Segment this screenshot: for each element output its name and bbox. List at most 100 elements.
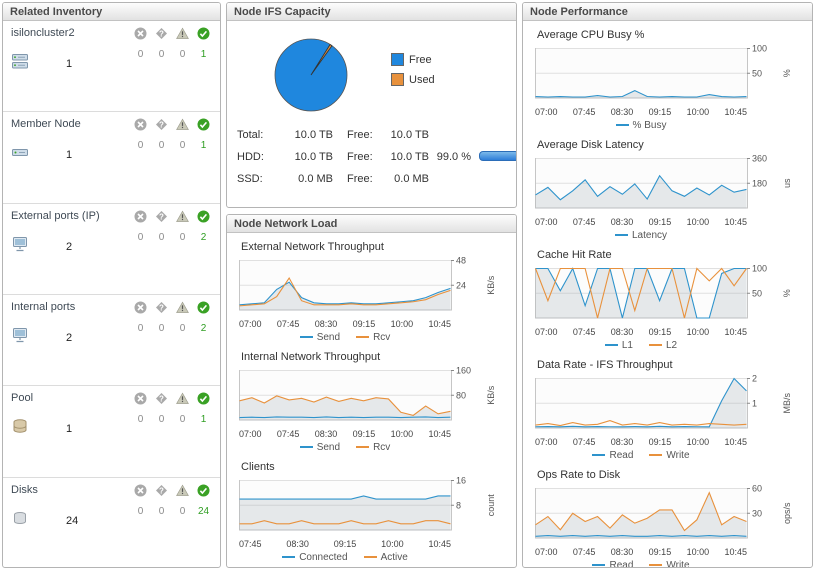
warning-status-icon <box>176 301 189 319</box>
legend-line-marker <box>614 234 628 237</box>
x-axis-label: 08:30 <box>610 107 634 117</box>
status-count: 0 <box>137 414 144 426</box>
series-line-Latency <box>535 174 747 201</box>
x-axis-label: 10:45 <box>724 437 747 447</box>
inventory-item-label[interactable]: Disks <box>11 483 38 496</box>
chart-legend: L1 L2 <box>535 340 747 351</box>
chart-canvas: 80 160 KB/s <box>239 366 496 421</box>
error-status-icon <box>134 484 147 502</box>
error-status-icon <box>134 210 147 228</box>
y-tick-label: 180 <box>752 178 767 188</box>
series-line-Write <box>535 491 747 532</box>
ops-rate-chart: 30 60 ops/s 07:00 07:45 08:30 09:15 10:00 10:45 R… <box>535 484 812 568</box>
cache-hit-rate-chart: 50 100% 07:00 07:45 08:30 09:15 10:00 10:45 L1 L2 <box>534 264 812 351</box>
y-tick-label: 100 <box>752 264 767 274</box>
inventory-device: 24 <box>11 510 78 532</box>
inventory-item-label[interactable]: Member Node <box>11 118 81 131</box>
inventory-row[interactable]: External ports (IP) 2 ? 0 0 0 2 <box>3 204 220 295</box>
x-axis-label: 10:00 <box>390 319 414 329</box>
unknown-status-icon: ? <box>155 301 168 319</box>
svg-text:?: ? <box>159 303 164 312</box>
free-value: 10.0 TB <box>390 129 429 141</box>
x-axis-label: 10:45 <box>724 107 747 117</box>
inventory-item-label[interactable]: isiloncluster2 <box>11 27 75 39</box>
legend-item: Rcv <box>356 332 390 343</box>
unit-label: % <box>782 289 792 297</box>
status-count: 0 <box>179 140 186 152</box>
svg-text:?: ? <box>159 395 164 404</box>
capacity-row-total: Total: 10.0 TB Free: 10.0 TB <box>227 124 516 146</box>
y-tick-label: 24 <box>456 280 466 290</box>
x-axis-label: 10:45 <box>724 327 747 337</box>
status-count: 0 <box>158 49 165 60</box>
free-label: Free: <box>347 173 373 185</box>
inventory-item-count[interactable]: 2 <box>66 240 73 253</box>
inventory-row-left: External ports (IP) 2 <box>11 210 100 292</box>
disk-icon <box>11 510 30 532</box>
inventory-item-count[interactable]: 24 <box>66 514 79 527</box>
inventory-item-label[interactable]: Internal ports <box>11 300 76 313</box>
disk-latency-chart: 180 360 us 07:00 07:45 08:30 09:15 10:00 10:45 La… <box>535 154 812 241</box>
x-axis-label: 10:00 <box>390 429 414 439</box>
x-axis-label: 10:00 <box>686 107 710 117</box>
x-axis-label: 10:00 <box>686 217 710 227</box>
panel-title: Related Inventory <box>3 3 220 21</box>
legend-item: Read <box>592 560 634 568</box>
status-count: 0 <box>137 140 144 152</box>
chart-block: Average CPU Busy % 50 100% 07:00 07:45 08:30… <box>535 29 812 131</box>
inventory-item-label[interactable]: Pool <box>11 392 34 405</box>
status-summary: ? 0 0 0 2 <box>130 210 214 292</box>
inventory-row[interactable]: Disks 24? 0 0 0 24 <box>3 478 220 567</box>
series-line-Read <box>535 377 747 428</box>
warning-status-icon <box>176 27 189 45</box>
legend-line-marker <box>363 556 377 559</box>
legend-label: L1 <box>621 340 633 351</box>
legend-label: Connected <box>299 552 348 563</box>
pool-icon <box>11 418 30 440</box>
legend-label: Read <box>609 560 634 568</box>
inventory-row[interactable]: Pool 1? 0 0 0 1 <box>3 386 220 478</box>
status-count: 0 <box>137 49 144 60</box>
status-count: 0 <box>179 414 186 426</box>
legend-label: Write <box>666 560 690 568</box>
series-line-Write <box>535 419 747 427</box>
legend-item: Send <box>299 442 340 453</box>
capacity-top: Free Used <box>227 21 516 124</box>
chart-title: External Network Throughput <box>241 241 384 253</box>
inventory-item-count[interactable]: 2 <box>66 331 73 344</box>
inventory-row-left: Disks 24 <box>11 484 78 566</box>
chart-legend: % Busy <box>535 120 747 131</box>
warning-status-icon <box>176 484 189 502</box>
performance-charts: Average CPU Busy % 50 100% 07:00 07:45 08:30… <box>523 29 812 568</box>
y-tick-label: 50 <box>752 68 762 78</box>
inventory-row[interactable]: Internal ports 2? 0 0 0 2 <box>3 295 220 387</box>
inventory-item-label[interactable]: External ports (IP) <box>11 209 100 222</box>
inventory-device: 2 <box>11 327 75 349</box>
x-axis-labels: 07:00 07:45 08:30 09:15 10:00 10:45 <box>535 107 747 117</box>
inventory-item-count[interactable]: 1 <box>66 58 73 70</box>
status-count: 0 <box>137 231 144 243</box>
x-axis-label: 09:15 <box>352 429 376 439</box>
unknown-status-icon: ? <box>155 392 168 410</box>
unit-label: % <box>782 69 792 77</box>
legend-label: Rcv <box>373 442 391 453</box>
percent-value: 99.0 % <box>436 151 471 163</box>
chart-canvas: 50 100% <box>535 44 792 99</box>
inventory-item-count[interactable]: 1 <box>66 149 73 162</box>
used-swatch <box>391 73 404 86</box>
legend-line-marker <box>649 564 663 567</box>
legend-line-marker <box>615 124 629 127</box>
x-axis-label: 10:45 <box>724 547 747 557</box>
inventory-row[interactable]: isiloncluster2 1? 0 0 0 1 <box>3 21 220 113</box>
normal-status-icon <box>197 118 210 136</box>
y-tick-label: 100 <box>752 44 767 54</box>
chart-legend: Latency <box>535 230 747 241</box>
inventory-item-count[interactable]: 1 <box>66 423 73 436</box>
normal-status-icon <box>197 484 210 502</box>
inventory-row-left: Pool 1 <box>11 392 72 474</box>
inventory-row[interactable]: Member Node 1? 0 0 0 1 <box>3 112 220 204</box>
legend-line-marker <box>299 446 313 449</box>
chart-legend: Send Rcv <box>239 442 451 453</box>
x-axis-label: 08:30 <box>610 547 634 557</box>
normal-status-icon <box>197 210 210 228</box>
